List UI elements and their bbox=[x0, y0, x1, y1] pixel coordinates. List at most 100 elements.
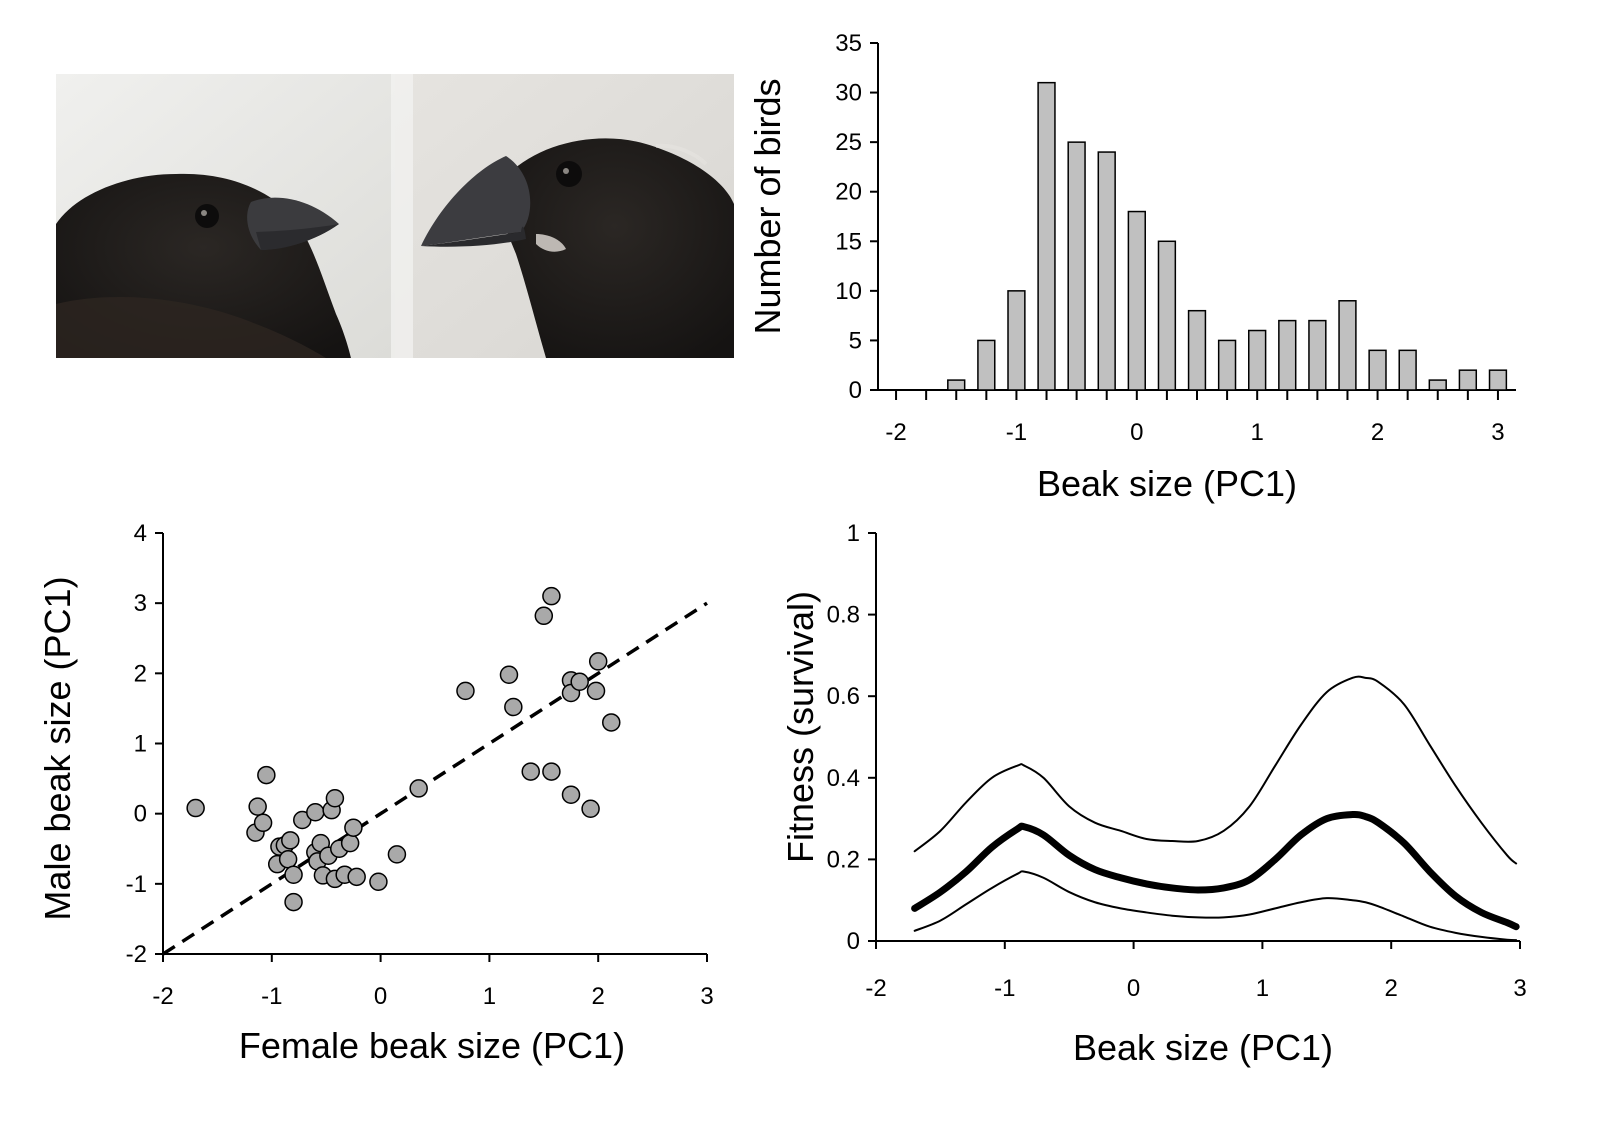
x-tick-label: 0 bbox=[1127, 975, 1140, 1002]
y-tick-label: 2 bbox=[134, 660, 147, 687]
y-tick-label: 15 bbox=[835, 228, 862, 255]
scatter-point bbox=[284, 892, 303, 912]
x-tick-label: 1 bbox=[1251, 419, 1264, 446]
histogram-bar bbox=[1037, 81, 1056, 391]
scatter-point bbox=[347, 867, 366, 887]
x-tick-label: 0 bbox=[1130, 419, 1143, 446]
y-tick-label: 0 bbox=[847, 928, 860, 955]
scatter-point bbox=[325, 788, 345, 808]
scatter-point bbox=[534, 606, 554, 626]
scatter-point bbox=[253, 813, 273, 833]
y-tick-label: 20 bbox=[835, 179, 862, 206]
y-tick-label: -1 bbox=[126, 871, 147, 898]
y-tick-label: 1 bbox=[847, 520, 860, 547]
scatter-point bbox=[248, 797, 267, 816]
scatter-point bbox=[499, 665, 519, 684]
histogram-bar bbox=[1368, 349, 1387, 391]
y-tick-label: 0.8 bbox=[827, 602, 860, 629]
finch-small-beak-icon bbox=[56, 173, 351, 358]
scatter-point bbox=[588, 652, 608, 671]
histogram-bar bbox=[1097, 151, 1116, 391]
y-tick-label: 0 bbox=[134, 801, 147, 828]
scatter-point bbox=[456, 681, 475, 701]
scatter-point bbox=[281, 831, 300, 850]
fitness-chart: 0 0.2 0.4 0.6 0.8 1 -2 -1 0 1 2 3 Beak size (PC1) Fit… bbox=[780, 520, 1600, 1125]
finch-large-beak-icon bbox=[421, 138, 734, 358]
fitness-estimate-line bbox=[911, 810, 1520, 931]
x-tick-label: -2 bbox=[865, 975, 886, 1002]
x-tick-label: -2 bbox=[885, 419, 906, 446]
scatter-point bbox=[504, 697, 523, 717]
finch-photo-svg bbox=[56, 74, 734, 358]
histogram-chart: 0 5 10 15 20 25 30 35 -2 -1 0 1 2 3 Beak size (PC1) Num… bbox=[0, 0, 1600, 525]
scatter-point bbox=[521, 762, 540, 781]
y-tick-label: 25 bbox=[835, 129, 862, 156]
y-tick-label: 0.6 bbox=[827, 683, 860, 710]
scatter-point bbox=[344, 818, 363, 837]
y-tick-label: 0.4 bbox=[827, 765, 860, 792]
scatter-point bbox=[542, 762, 561, 781]
histogram-bar bbox=[1248, 329, 1267, 391]
y-axis-title: Male beak size (PC1) bbox=[37, 576, 78, 920]
scatter-point bbox=[602, 713, 621, 732]
scatter-point bbox=[542, 586, 561, 606]
scatter-point bbox=[284, 865, 303, 884]
y-tick-label: 0.2 bbox=[827, 846, 860, 873]
x-tick-label: 2 bbox=[1371, 419, 1384, 446]
scatter-point bbox=[570, 672, 589, 692]
histogram-bar bbox=[1458, 369, 1478, 391]
scatter-point bbox=[369, 872, 388, 891]
x-tick-label: 2 bbox=[1385, 975, 1398, 1002]
scatter-point bbox=[586, 681, 606, 701]
x-tick-label: 2 bbox=[592, 983, 605, 1010]
scatter-point bbox=[581, 799, 600, 819]
histogram-bar bbox=[1338, 300, 1357, 391]
x-tick-label: 1 bbox=[483, 983, 496, 1010]
histogram-bar bbox=[1278, 319, 1297, 391]
y-tick-label: 35 bbox=[835, 30, 862, 57]
fitness-lower-line bbox=[913, 870, 1518, 942]
y-axis-title: Fitness (survival) bbox=[780, 591, 821, 863]
histogram-bar bbox=[1488, 369, 1508, 391]
x-axis-title: Female beak size (PC1) bbox=[239, 1025, 625, 1066]
y-tick-label: 3 bbox=[134, 590, 147, 617]
scatter-chart: -2 -1 0 1 2 3 4 -2 -1 0 1 2 3 Female beak size (PC1) M… bbox=[0, 520, 780, 1125]
y-tick-label: -2 bbox=[126, 941, 147, 968]
x-tick-label: -1 bbox=[1006, 419, 1027, 446]
fitness-svg: 0 0.2 0.4 0.6 0.8 1 -2 -1 0 1 2 3 Beak size (PC1) Fit… bbox=[780, 520, 1527, 1068]
scatter-point bbox=[561, 785, 581, 804]
x-tick-label: -1 bbox=[261, 983, 282, 1010]
x-axis-title: Beak size (PC1) bbox=[1037, 463, 1297, 504]
histogram-bar bbox=[1398, 349, 1417, 391]
x-tick-label: 3 bbox=[700, 983, 713, 1010]
histogram-bar bbox=[947, 379, 966, 391]
histogram-bar bbox=[1127, 210, 1146, 391]
finch-photo bbox=[56, 74, 734, 358]
x-tick-label: -1 bbox=[994, 975, 1015, 1002]
reference-dashed-line bbox=[162, 601, 708, 956]
scatter-point bbox=[186, 798, 205, 818]
histogram-bar bbox=[1187, 309, 1207, 391]
scatter-svg: -2 -1 0 1 2 3 4 -2 -1 0 1 2 3 Female beak size (PC1) M… bbox=[37, 520, 714, 1066]
y-tick-label: 4 bbox=[134, 520, 147, 547]
x-tick-label: 3 bbox=[1491, 419, 1504, 446]
x-tick-label: 1 bbox=[1256, 975, 1269, 1002]
histogram-bar bbox=[1308, 319, 1327, 391]
y-tick-label: 5 bbox=[849, 327, 862, 354]
y-tick-label: 0 bbox=[849, 377, 862, 404]
scatter-point bbox=[387, 845, 407, 864]
scatter-point bbox=[340, 833, 360, 853]
scatter-point bbox=[278, 850, 298, 869]
histogram-svg: 0 5 10 15 20 25 30 35 -2 -1 0 1 2 3 Beak size (PC1) Num… bbox=[747, 30, 1516, 504]
scatter-point bbox=[306, 803, 325, 822]
scatter-point bbox=[409, 779, 428, 798]
x-tick-label: 0 bbox=[374, 983, 387, 1010]
x-tick-label: -2 bbox=[152, 983, 173, 1010]
x-axis-title: Beak size (PC1) bbox=[1073, 1027, 1333, 1068]
y-axis-title: Number of birds bbox=[747, 78, 788, 334]
y-tick-label: 30 bbox=[835, 80, 862, 107]
scatter-point bbox=[257, 765, 276, 785]
x-tick-label: 3 bbox=[1513, 975, 1526, 1002]
histogram-bar bbox=[1157, 240, 1177, 391]
histogram-bar bbox=[1217, 339, 1237, 391]
